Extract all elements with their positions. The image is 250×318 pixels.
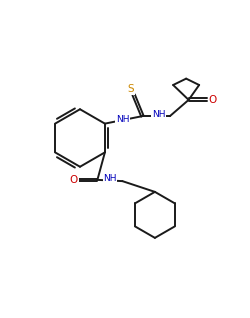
Text: S: S [128, 84, 134, 94]
Text: NH: NH [103, 174, 117, 183]
Text: O: O [70, 175, 78, 185]
Text: O: O [209, 95, 217, 105]
Text: NH: NH [116, 115, 129, 124]
Text: NH: NH [152, 110, 166, 119]
